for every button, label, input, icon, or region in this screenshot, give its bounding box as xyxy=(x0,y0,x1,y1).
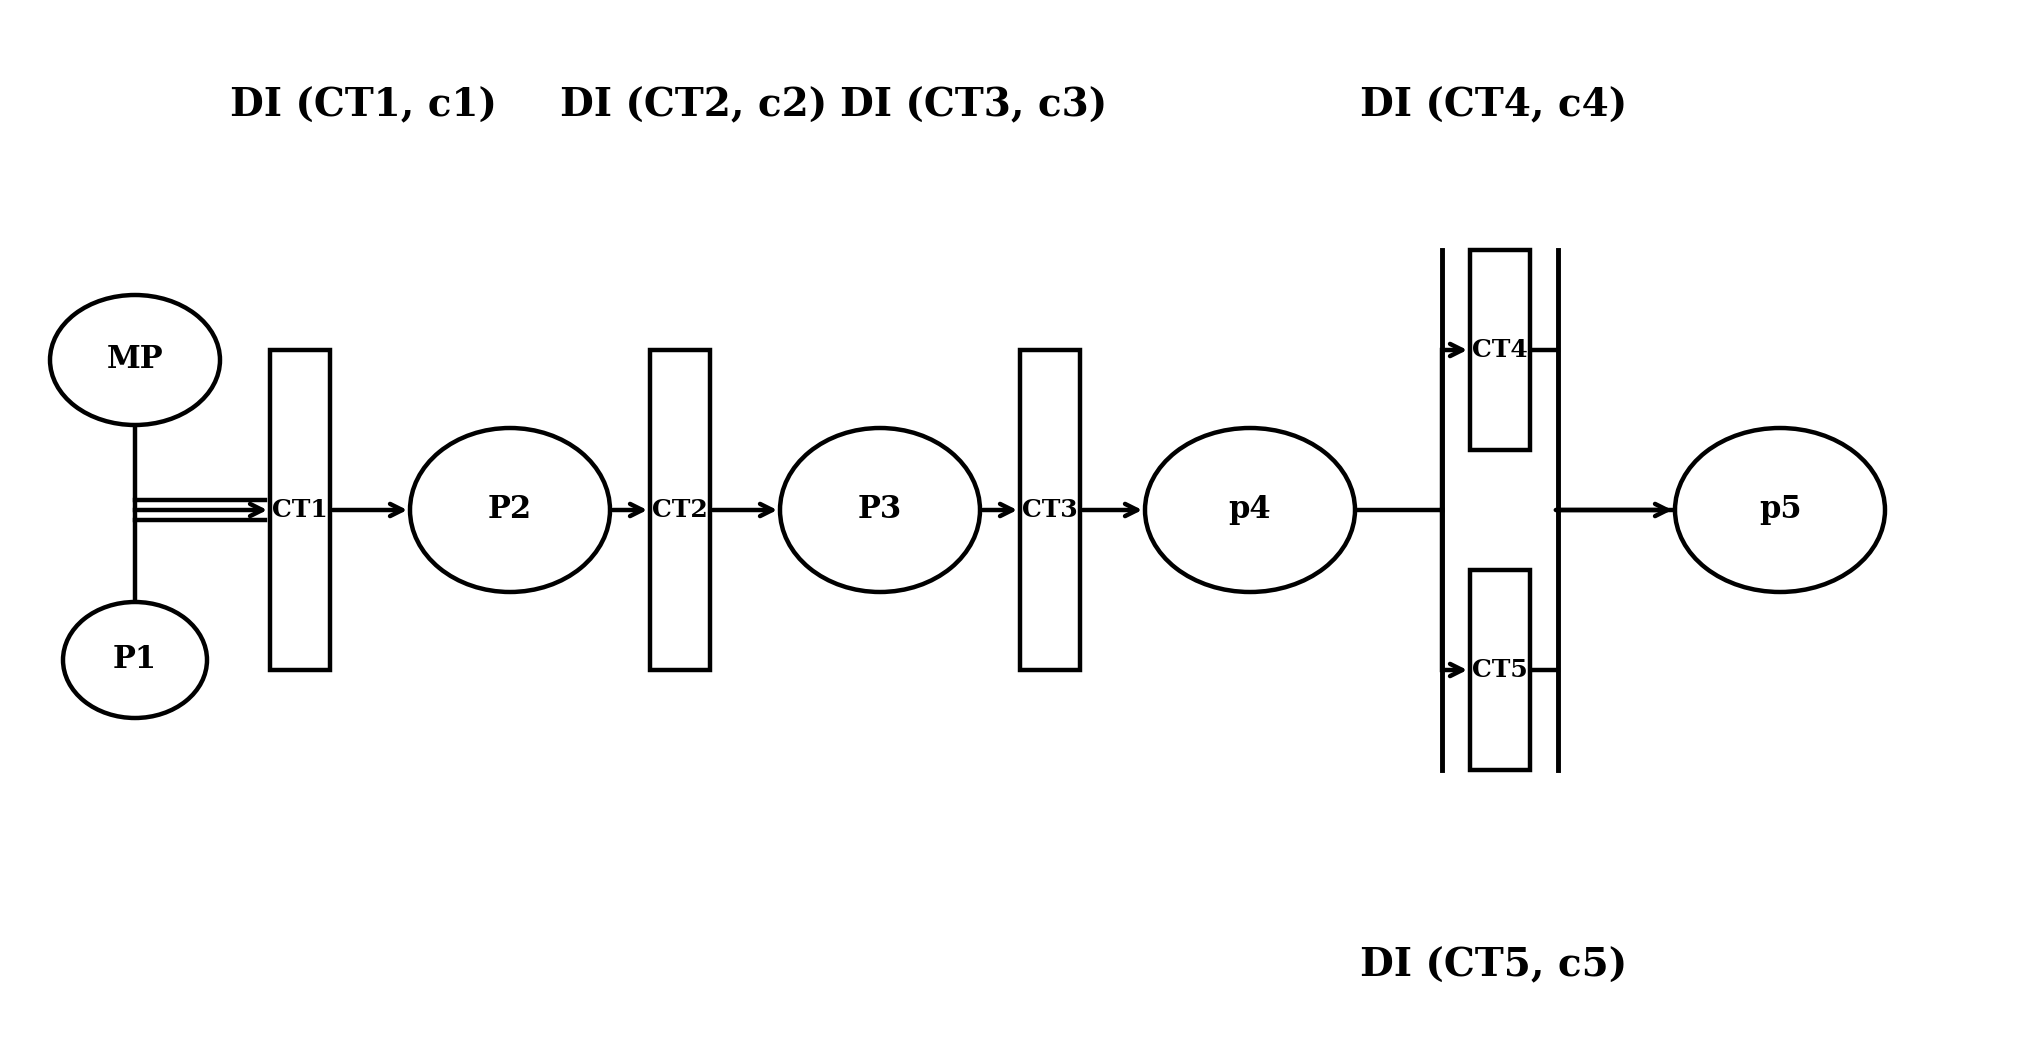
Text: p5: p5 xyxy=(1760,495,1802,526)
Text: DI (CT2, c2): DI (CT2, c2) xyxy=(561,86,827,124)
Text: P1: P1 xyxy=(113,644,157,675)
Bar xyxy=(1469,570,1530,770)
Text: CT4: CT4 xyxy=(1471,338,1528,363)
Bar xyxy=(650,350,710,670)
Ellipse shape xyxy=(63,602,208,718)
Text: DI (CT1, c1): DI (CT1, c1) xyxy=(230,86,496,124)
Text: MP: MP xyxy=(107,344,163,375)
Ellipse shape xyxy=(1144,428,1354,591)
Ellipse shape xyxy=(781,428,981,591)
Ellipse shape xyxy=(410,428,609,591)
Text: CT5: CT5 xyxy=(1471,658,1528,682)
Text: CT1: CT1 xyxy=(272,498,327,522)
Text: CT2: CT2 xyxy=(652,498,708,522)
Ellipse shape xyxy=(50,295,220,425)
Text: P2: P2 xyxy=(488,495,533,526)
Text: CT3: CT3 xyxy=(1023,498,1078,522)
Ellipse shape xyxy=(1675,428,1885,591)
Text: DI (CT4, c4): DI (CT4, c4) xyxy=(1360,86,1627,124)
Bar xyxy=(1019,350,1080,670)
Text: P3: P3 xyxy=(858,495,902,526)
Text: p4: p4 xyxy=(1229,495,1271,526)
Text: DI (CT3, c3): DI (CT3, c3) xyxy=(839,86,1108,124)
Text: DI (CT5, c5): DI (CT5, c5) xyxy=(1360,946,1627,984)
Bar xyxy=(1469,250,1530,450)
Bar xyxy=(270,350,331,670)
